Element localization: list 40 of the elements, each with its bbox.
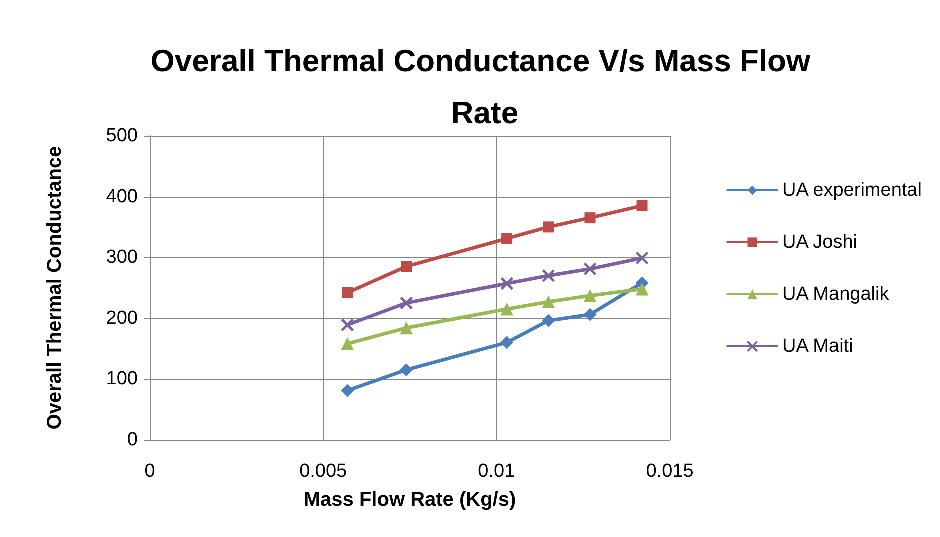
legend-label: UA Mangalik <box>782 284 890 305</box>
x-tick-label: 0.015 <box>646 461 694 482</box>
point <box>401 261 412 272</box>
point <box>542 314 556 328</box>
point <box>542 269 556 283</box>
y-tick-label: 400 <box>106 186 138 208</box>
legend-label: UA experimental <box>782 180 922 201</box>
point <box>400 364 414 377</box>
point <box>341 384 354 398</box>
point <box>500 276 514 290</box>
point <box>584 262 598 276</box>
point <box>500 302 514 316</box>
point <box>636 282 649 296</box>
point <box>400 296 414 310</box>
y-tick-label: 200 <box>106 308 138 329</box>
point <box>400 322 414 335</box>
point <box>584 289 597 302</box>
point <box>584 308 597 322</box>
point <box>584 212 596 224</box>
legend-label: UA Joshi <box>782 232 858 253</box>
y-axis-title: Overall Thermal Conductance <box>44 146 66 430</box>
point <box>502 233 513 244</box>
legend-label: UA Maiti <box>782 336 854 357</box>
x-tick-label: 0.01 <box>478 461 516 482</box>
point <box>542 295 556 308</box>
point <box>341 337 354 350</box>
point <box>636 200 648 212</box>
point <box>340 318 354 332</box>
x-tick-label: 0.005 <box>300 461 348 482</box>
x-axis-title: Mass Flow Rate (Kg/s) <box>304 489 516 511</box>
x-tick-label: 0 <box>144 461 156 482</box>
point <box>636 251 650 265</box>
chart-title: Overall Thermal Conductance V/s Mass Flow Rate <box>150 44 820 130</box>
y-tick-label: 500 <box>106 126 138 146</box>
point <box>543 222 554 233</box>
y-tick-label: 0 <box>127 430 138 450</box>
point <box>342 287 354 298</box>
y-tick-label: 300 <box>106 247 138 268</box>
point <box>500 336 514 350</box>
y-tick-label: 100 <box>106 368 138 390</box>
